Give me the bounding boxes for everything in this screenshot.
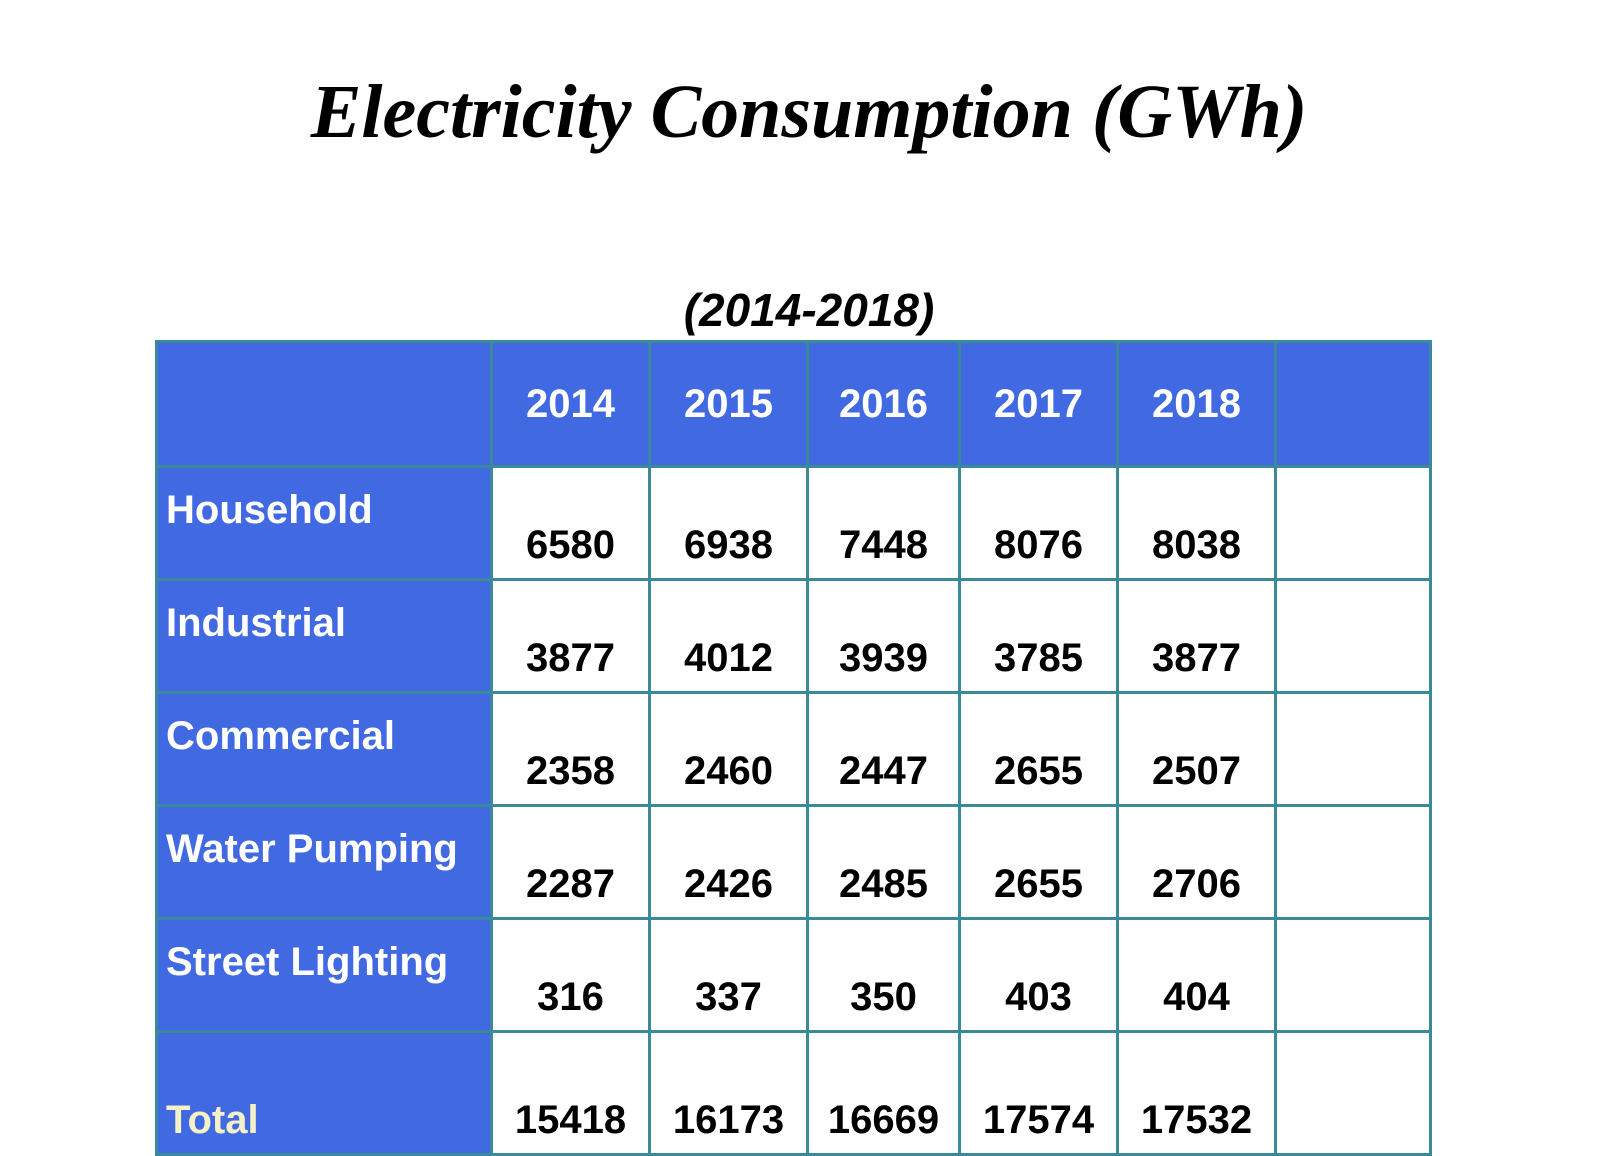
row-label-household: Household	[155, 465, 493, 581]
column-header-2015: 2015	[648, 340, 809, 468]
table-row-commercial: Commercial 2358 2460 2447 2655 2507	[155, 691, 1432, 807]
table-cell: 8076	[958, 465, 1119, 581]
table-cell: 403	[958, 917, 1119, 1033]
table-cell: 350	[806, 917, 961, 1033]
table-cell: 2507	[1116, 691, 1277, 807]
table-cell: 2655	[958, 804, 1119, 920]
empty-header-cell	[1274, 340, 1432, 468]
table-cell: 337	[648, 917, 809, 1033]
row-label-commercial: Commercial	[155, 691, 493, 807]
empty-cell	[1274, 917, 1432, 1033]
table-cell: 2426	[648, 804, 809, 920]
empty-cell	[1274, 804, 1432, 920]
table-cell: 3877	[1116, 578, 1277, 694]
row-label-industrial: Industrial	[155, 578, 493, 694]
table-row-industrial: Industrial 3877 4012 3939 3785 3877	[155, 578, 1432, 694]
table-cell: 2460	[648, 691, 809, 807]
table-cell: 2287	[490, 804, 651, 920]
table-cell: 3877	[490, 578, 651, 694]
table-cell: 316	[490, 917, 651, 1033]
table-cell: 2655	[958, 691, 1119, 807]
empty-cell	[1274, 1030, 1432, 1156]
table-row-household: Household 6580 6938 7448 8076 8038	[155, 465, 1432, 581]
table-row-street-lighting: Street Lighting 316 337 350 403 404	[155, 917, 1432, 1033]
row-label-street-lighting: Street Lighting	[155, 917, 493, 1033]
table-cell: 2485	[806, 804, 961, 920]
page-title: Electricity Consumption (GWh)	[310, 70, 1308, 154]
table-row-water-pumping: Water Pumping 2287 2426 2485 2655 2706	[155, 804, 1432, 920]
table-cell: 2706	[1116, 804, 1277, 920]
empty-cell	[1274, 578, 1432, 694]
table-cell: 404	[1116, 917, 1277, 1033]
table-cell: 7448	[806, 465, 961, 581]
table-cell: 4012	[648, 578, 809, 694]
column-header-2016: 2016	[806, 340, 961, 468]
consumption-table: 2014 2015 2016 2017 2018 Household 6580 …	[155, 340, 1432, 1156]
table-cell: 6938	[648, 465, 809, 581]
table-header-row: 2014 2015 2016 2017 2018	[155, 340, 1432, 468]
table-cell: 3785	[958, 578, 1119, 694]
empty-cell	[1274, 465, 1432, 581]
total-cell: 16669	[806, 1030, 961, 1156]
column-header-2014: 2014	[490, 340, 651, 468]
total-cell: 16173	[648, 1030, 809, 1156]
table-cell: 3939	[806, 578, 961, 694]
table-subtitle: (2014-2018)	[683, 284, 935, 336]
row-label-water-pumping: Water Pumping	[155, 804, 493, 920]
empty-cell	[1274, 691, 1432, 807]
column-header-2018: 2018	[1116, 340, 1277, 468]
column-header-2017: 2017	[958, 340, 1119, 468]
total-cell: 17532	[1116, 1030, 1277, 1156]
table-cell: 6580	[490, 465, 651, 581]
corner-header-cell	[155, 340, 493, 468]
table-cell: 8038	[1116, 465, 1277, 581]
total-cell: 15418	[490, 1030, 651, 1156]
row-label-total: Total	[155, 1030, 493, 1156]
table-cell: 2358	[490, 691, 651, 807]
table-cell: 2447	[806, 691, 961, 807]
total-cell: 17574	[958, 1030, 1119, 1156]
table-row-total: Total 15418 16173 16669 17574 17532	[155, 1030, 1432, 1156]
